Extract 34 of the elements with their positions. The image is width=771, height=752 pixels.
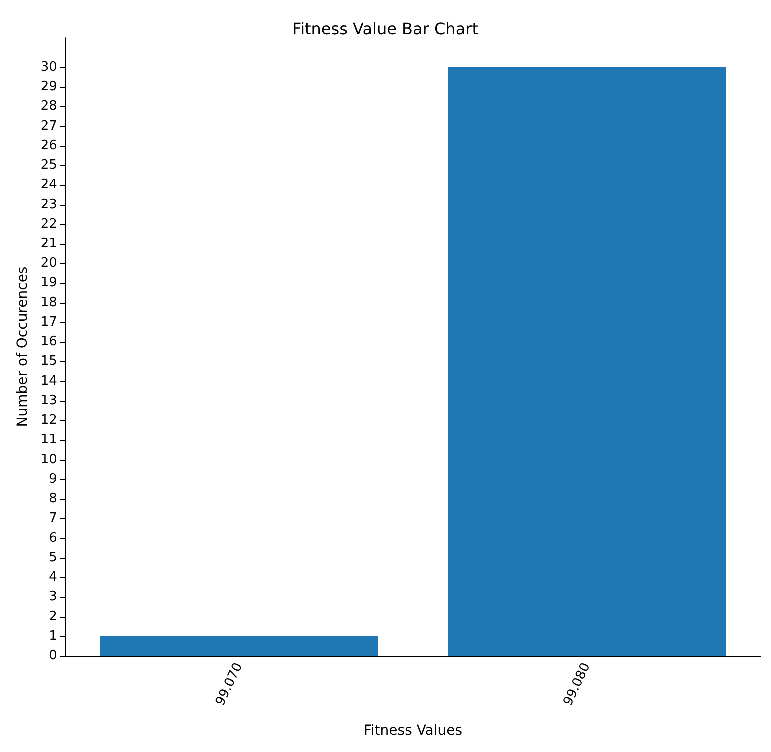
- y-axis-title: Number of Occurences: [15, 266, 31, 428]
- y-tick-label: 21: [40, 236, 58, 252]
- y-tick-label: 28: [40, 99, 58, 114]
- y-tick-label: 26: [40, 138, 58, 154]
- y-tick-label: 23: [40, 197, 58, 212]
- y-tick-label: 25: [40, 158, 58, 174]
- y-tick-label: 3: [49, 590, 58, 605]
- y-tick-label: 7: [49, 511, 58, 526]
- y-tick-label: 0: [49, 648, 58, 664]
- chart-title: Fitness Value Bar Chart: [292, 20, 478, 38]
- y-tick-label: 4: [49, 570, 58, 586]
- y-tick-label: 5: [49, 550, 58, 566]
- y-tick-label: 9: [49, 472, 58, 487]
- y-tick-label: 16: [40, 334, 58, 350]
- y-tick-label: 20: [40, 256, 58, 272]
- y-tick-label: 8: [49, 492, 58, 507]
- y-tick-label: 27: [40, 118, 58, 134]
- y-tick-label: 15: [40, 354, 58, 370]
- y-tick-label: 1: [49, 628, 58, 644]
- y-tick-label: 13: [40, 393, 58, 408]
- y-tick-label: 18: [40, 295, 58, 310]
- y-tick-label: 10: [40, 452, 58, 468]
- y-tick-label: 29: [40, 80, 58, 95]
- y-tick-label: 14: [40, 374, 58, 389]
- y-tick-label: 19: [40, 276, 58, 291]
- y-tick-label: 30: [40, 60, 58, 75]
- x-axis-title: Fitness Values: [364, 723, 463, 739]
- y-tick-label: 12: [40, 413, 58, 428]
- y-tick-label: 6: [49, 530, 58, 546]
- y-tick-label: 24: [40, 178, 58, 193]
- y-tick-label: 17: [40, 314, 58, 330]
- y-tick-label: 2: [49, 609, 58, 624]
- y-tick-label: 22: [40, 216, 58, 232]
- y-tick-label: 11: [40, 432, 58, 448]
